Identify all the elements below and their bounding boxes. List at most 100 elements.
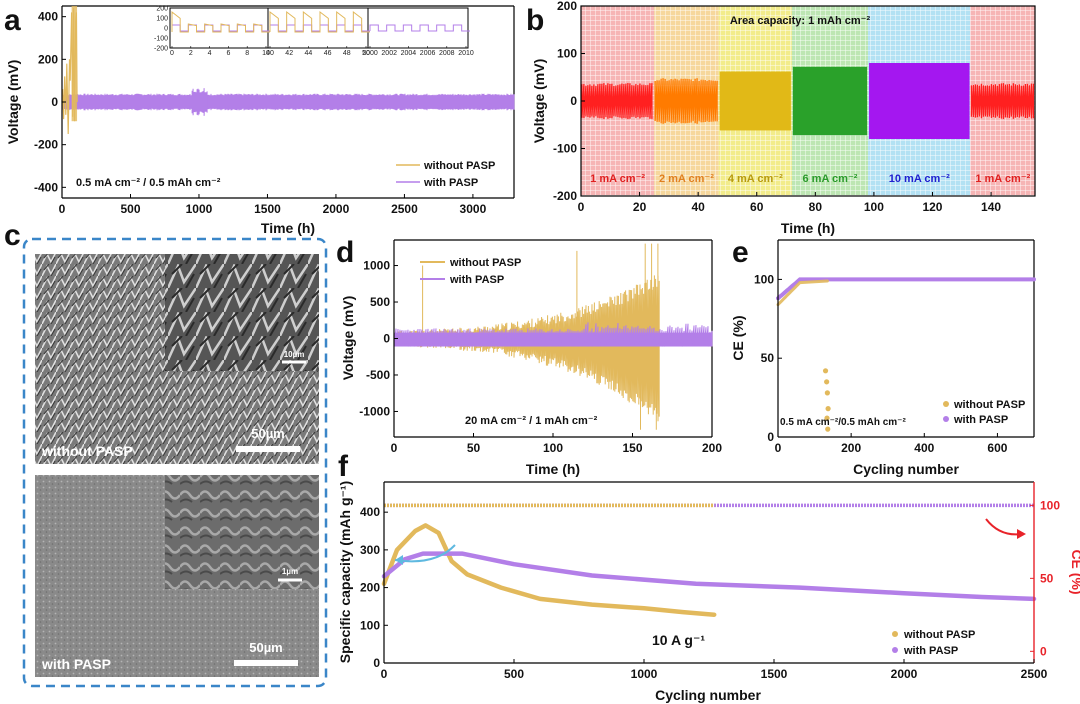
series-with-pasp (61, 93, 515, 111)
y-axis-title: Voltage (mV) (531, 59, 547, 144)
panel-e-label: e (732, 236, 749, 269)
inset-x-tick-label: 50 (362, 50, 370, 57)
inset-x-tick-label: 8 (245, 50, 249, 57)
inset-series-without-pasp (269, 10, 370, 33)
legend: without PASP with PASP (943, 399, 1025, 426)
y-tick-label: 100 (557, 47, 577, 61)
inset-x-tick-label: 4 (208, 50, 212, 57)
y-tick-label: 400 (360, 505, 380, 519)
y-tick-label: 400 (38, 10, 58, 24)
scale-label-without: 50µm (251, 426, 285, 441)
x-axis-title: Cycling number (655, 687, 761, 703)
x-ticks: 0 500 1000 1500 2000 2500 3000 (59, 194, 487, 216)
y-tick-label: 100 (754, 272, 774, 286)
point-without-pasp (824, 379, 830, 385)
inset-x-tick-label: 44 (305, 50, 313, 57)
series-without-pasp-fill (71, 6, 78, 122)
sem-inset-without (165, 254, 319, 371)
inset-x-tick-label: 2000 (362, 50, 378, 57)
segment-label: 4 mA cm⁻² (728, 173, 783, 185)
panel-f-label: f (338, 450, 349, 483)
y-tick-label: -1000 (359, 404, 390, 418)
y2-tick-label: 0 (1040, 644, 1047, 658)
x-tick-label: 0 (775, 441, 782, 455)
x-tick-label: 2000 (323, 202, 350, 216)
y-tick-label: 0 (383, 332, 390, 346)
x-ticks: 0 200 400 600 (775, 433, 1008, 455)
x-tick-label: 20 (633, 200, 647, 214)
y-tick-label: -100 (553, 142, 577, 156)
inset-frame (169, 7, 469, 49)
sem-border (22, 237, 328, 688)
y-axis-title-right: CE (%) (1069, 549, 1080, 594)
x-tick-label: 0 (578, 200, 585, 214)
capacity-without-pasp (381, 523, 717, 617)
traces (776, 277, 1036, 432)
arrow-head-capacity (395, 555, 403, 565)
inset-x-tick-label: 6 (226, 50, 230, 57)
y-tick-label: 0 (51, 95, 58, 109)
y-axis-title-left: Specific capacity (mAh g⁻¹) (337, 481, 353, 663)
y-tick-label: 200 (360, 581, 380, 595)
y-tick-label: 100 (360, 618, 380, 632)
y-tick-label: -200 (34, 138, 58, 152)
inset-x-tick-label: 10 (262, 50, 270, 57)
y-ticks-left: 400 300 200 100 0 (360, 505, 388, 670)
legend: without PASP with PASP (420, 257, 521, 286)
series-without-pasp (776, 279, 829, 307)
y-tick-label: -400 (34, 180, 58, 194)
traces (581, 63, 1035, 139)
x-tick-label: 0 (59, 202, 66, 216)
y-tick-label: 500 (370, 295, 390, 309)
x-tick-label: 600 (987, 441, 1007, 455)
x-axis-title: Time (h) (781, 220, 835, 236)
x-axis-title: Time (h) (261, 220, 315, 236)
x-tick-label: 80 (809, 200, 823, 214)
y-ticks: 100 50 0 (754, 272, 782, 444)
inset-y-tick-label: -100 (154, 36, 168, 43)
segment-trace (970, 83, 1035, 119)
x-tick-label: 40 (691, 200, 705, 214)
arrow-to-ce-axis (985, 518, 1023, 536)
x-tick-label: 1500 (254, 202, 281, 216)
series-with-pasp-spikes (393, 322, 713, 347)
legend-label-without: without PASP (423, 160, 495, 172)
segment-trace (581, 82, 653, 120)
sem-label-without: without PASP (41, 443, 133, 459)
legend-dot-with (892, 647, 898, 653)
legend-dot-without (943, 401, 949, 407)
point-without-pasp (824, 390, 830, 396)
x-tick-label: 2500 (1021, 667, 1048, 681)
inset-x-tick-label: 2006 (420, 50, 436, 57)
y2-tick-label: 100 (1040, 498, 1060, 512)
segment-trace (654, 78, 718, 124)
segment-trace (719, 71, 791, 131)
x-tick-label: 100 (864, 200, 884, 214)
x-tick-label: 3000 (460, 202, 487, 216)
inset-scale-label-with: 1µm (282, 567, 298, 576)
sem-label-with: with PASP (41, 656, 111, 672)
legend-label-with: with PASP (953, 414, 1008, 426)
x-tick-label: 200 (702, 441, 722, 455)
y-tick-label: 200 (38, 52, 58, 66)
inset-x-tick-label: 2004 (401, 50, 417, 57)
y-ticks-right: 100 50 0 (1030, 498, 1060, 658)
segment-label: 2 mA cm⁻² (659, 173, 714, 185)
inset-y-tick-label: 200 (156, 6, 168, 13)
traces (61, 6, 515, 135)
condition-annotation: 0.5 mA cm⁻²/0.5 mAh cm⁻² (780, 417, 906, 428)
x-tick-label: 50 (467, 441, 481, 455)
inset-x-tick-label: 46 (324, 50, 332, 57)
x-tick-label: 0 (391, 441, 398, 455)
legend-label-with: with PASP (423, 177, 478, 189)
sem-inset-with (165, 475, 319, 589)
legend-label-with: with PASP (903, 645, 958, 657)
y-tick-label: 1000 (363, 259, 390, 273)
legend-label-without: without PASP (953, 399, 1025, 411)
y-tick-label: 0 (767, 430, 774, 444)
inset-scale-label-without: 10µm (284, 350, 305, 359)
legend: without PASP with PASP (396, 160, 495, 189)
y-axis-title: Voltage (mV) (340, 296, 356, 381)
